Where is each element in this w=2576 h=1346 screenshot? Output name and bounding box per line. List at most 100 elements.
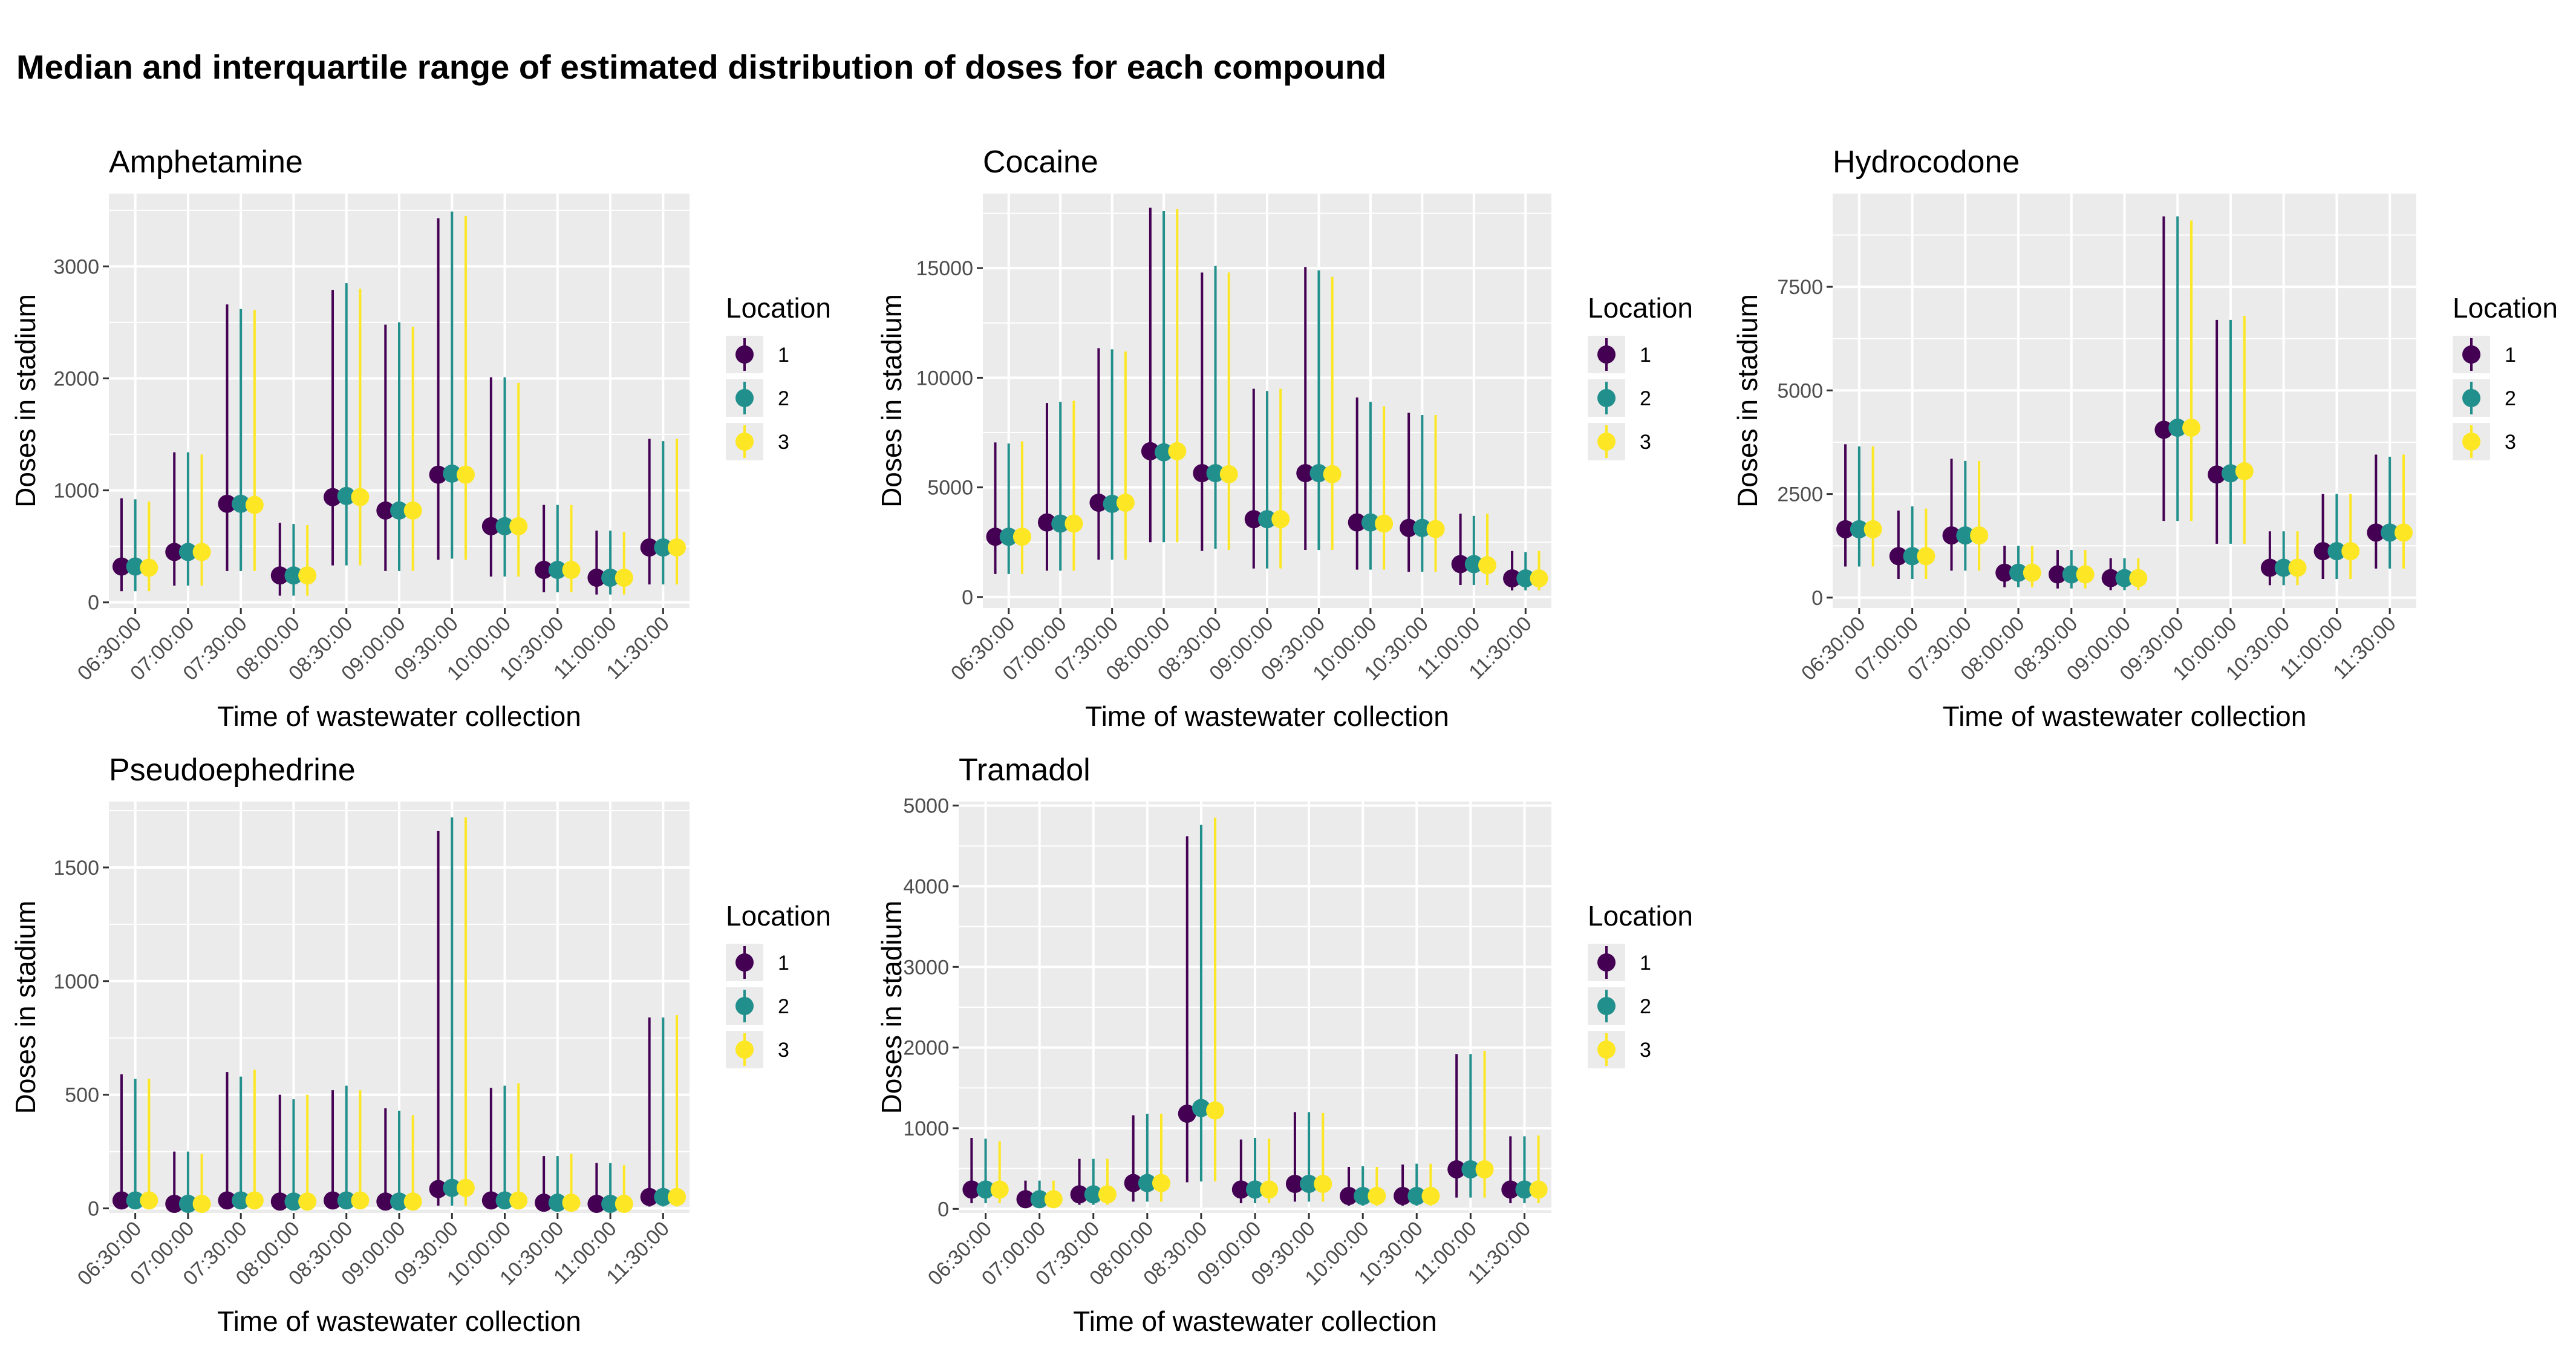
median-point — [165, 543, 184, 561]
median-point — [1070, 1185, 1089, 1204]
median-point — [1836, 520, 1855, 538]
y-tick-label: 2500 — [1777, 483, 1823, 506]
median-point — [1530, 569, 1548, 588]
median-point — [1258, 510, 1276, 529]
legend-key-point — [735, 345, 754, 364]
median-point — [1375, 514, 1394, 533]
median-point — [2394, 523, 2413, 542]
median-point — [1970, 526, 1989, 545]
median-point — [1451, 555, 1470, 573]
y-tick-label: 5000 — [927, 477, 973, 500]
y-tick-label: 0 — [962, 586, 973, 609]
median-point — [429, 465, 448, 484]
median-point — [1503, 569, 1522, 588]
median-point — [1864, 520, 1882, 538]
median-point — [192, 1194, 211, 1213]
y-tick-label: 2000 — [903, 1037, 949, 1060]
median-point — [456, 1178, 475, 1197]
y-tick-label: 1000 — [53, 480, 99, 503]
legend-label: 2 — [1640, 995, 1651, 1018]
median-point — [1037, 513, 1056, 532]
series-location-2 — [1850, 216, 2399, 590]
median-point — [601, 569, 620, 587]
legend: Location 1 2 3 — [1588, 292, 1693, 460]
series-location-1 — [1836, 216, 2385, 590]
median-point — [654, 1188, 673, 1206]
legend-label: 1 — [778, 344, 789, 367]
median-point — [218, 494, 236, 513]
median-point — [1426, 520, 1445, 538]
series-location-1 — [112, 831, 659, 1213]
median-point — [2129, 569, 2148, 587]
panel-title: Amphetamine — [109, 145, 303, 180]
series-location-3 — [140, 817, 686, 1213]
median-point — [403, 1192, 422, 1211]
legend-label: 3 — [1640, 1039, 1651, 1062]
median-point — [1413, 518, 1432, 537]
median-point — [126, 557, 145, 576]
median-point — [1141, 442, 1159, 460]
median-point — [1917, 547, 1935, 566]
panel-title: Cocaine — [983, 145, 1098, 180]
median-point — [232, 494, 250, 513]
y-tick-label: 0 — [88, 1197, 99, 1220]
median-point — [1271, 510, 1290, 529]
median-point — [298, 1192, 317, 1211]
median-point — [1995, 563, 2014, 582]
median-point — [535, 1194, 553, 1212]
median-point — [351, 1191, 370, 1210]
median-point — [403, 501, 422, 520]
median-point — [481, 517, 500, 535]
y-tick-label: 5000 — [903, 795, 949, 818]
median-point — [1394, 1187, 1412, 1205]
y-tick-label: 5000 — [1777, 379, 1823, 402]
median-point — [615, 569, 633, 587]
series-location-3 — [140, 216, 686, 596]
y-tick-label: 0 — [1811, 587, 1823, 610]
median-point — [2182, 419, 2201, 437]
median-point — [1461, 1160, 1480, 1178]
median-point — [429, 1180, 448, 1198]
median-point — [232, 1191, 250, 1210]
median-point — [976, 1180, 995, 1199]
median-point — [2367, 523, 2385, 542]
y-axis-title: Doses in stadium — [876, 294, 907, 508]
median-point — [1044, 1190, 1063, 1209]
series-location-3 — [1864, 220, 2413, 590]
panel-hydrocodone: Hydrocodone025005000750006:30:0007:00:00… — [1732, 145, 2558, 732]
median-point — [2235, 462, 2254, 480]
median-point — [1084, 1185, 1103, 1204]
median-point — [1300, 1175, 1319, 1193]
median-point — [390, 1192, 408, 1211]
median-point — [2314, 542, 2332, 561]
legend-key-point — [2462, 345, 2480, 364]
median-point — [1152, 1174, 1170, 1192]
legend-key-point — [1597, 953, 1616, 972]
median-point — [2101, 569, 2120, 587]
series-location-1 — [962, 836, 1520, 1209]
median-point — [640, 538, 659, 557]
median-point — [1942, 526, 1961, 545]
legend-key-point — [735, 433, 754, 451]
median-point — [2221, 464, 2240, 483]
legend-key-point — [735, 389, 754, 407]
median-point — [1889, 547, 1908, 566]
series-location-2 — [999, 211, 1535, 591]
legend: Location 1 2 3 — [2453, 292, 2558, 460]
median-point — [1340, 1187, 1358, 1205]
median-point — [1192, 1099, 1210, 1117]
series-location-1 — [112, 218, 659, 596]
y-tick-label: 3000 — [53, 255, 99, 278]
series-location-3 — [990, 817, 1548, 1209]
median-point — [990, 1180, 1009, 1199]
y-axis-title: Doses in stadium — [10, 901, 41, 1114]
median-point — [2341, 542, 2360, 561]
median-point — [1065, 514, 1083, 533]
median-point — [548, 1194, 567, 1212]
median-point — [986, 528, 1005, 546]
panel-amphetamine: Amphetamine010002000300006:30:0007:00:00… — [10, 145, 831, 732]
figure-title: Median and interquartile range of estima… — [16, 48, 1386, 86]
median-point — [390, 501, 408, 520]
legend-label: 2 — [778, 995, 789, 1018]
